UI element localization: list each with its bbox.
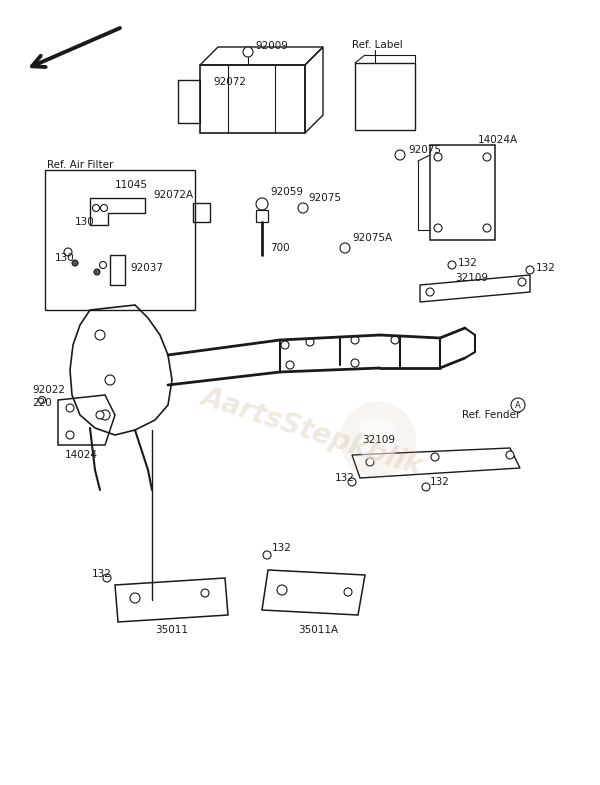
Text: Ref. Label: Ref. Label: [352, 40, 403, 50]
Circle shape: [95, 330, 105, 340]
Circle shape: [426, 288, 434, 296]
Circle shape: [243, 47, 253, 57]
Circle shape: [263, 551, 271, 559]
Circle shape: [351, 336, 359, 344]
Circle shape: [100, 410, 110, 420]
Circle shape: [256, 198, 268, 210]
Circle shape: [344, 588, 352, 596]
Text: A: A: [515, 400, 521, 410]
Text: 35011: 35011: [155, 625, 188, 635]
Text: 14024: 14024: [65, 450, 98, 460]
Text: 700: 700: [270, 243, 290, 253]
Text: 32109: 32109: [362, 435, 395, 445]
Text: 132: 132: [458, 258, 478, 268]
Circle shape: [96, 411, 104, 419]
Circle shape: [518, 278, 526, 286]
Text: Ref. Fender: Ref. Fender: [462, 410, 520, 420]
Circle shape: [366, 458, 374, 466]
Circle shape: [306, 338, 314, 346]
Text: 92072A: 92072A: [153, 190, 193, 200]
Text: 92022: 92022: [32, 385, 65, 395]
Circle shape: [201, 589, 209, 597]
Circle shape: [526, 266, 534, 274]
Circle shape: [130, 593, 140, 603]
Circle shape: [434, 224, 442, 232]
Circle shape: [72, 260, 78, 266]
Circle shape: [94, 269, 100, 275]
Circle shape: [286, 361, 294, 369]
Text: 132: 132: [272, 543, 292, 553]
Text: 92059: 92059: [270, 187, 303, 197]
Circle shape: [483, 153, 491, 161]
Text: 92075A: 92075A: [352, 233, 392, 243]
Circle shape: [448, 261, 456, 269]
Circle shape: [66, 404, 74, 412]
Text: AartsStepkblik: AartsStepkblik: [197, 382, 427, 481]
Text: 130: 130: [75, 217, 95, 227]
Circle shape: [351, 359, 359, 367]
Circle shape: [105, 375, 115, 385]
Circle shape: [511, 398, 525, 412]
Circle shape: [483, 224, 491, 232]
Circle shape: [103, 574, 111, 582]
Text: 11045: 11045: [115, 180, 148, 190]
Text: 132: 132: [335, 473, 355, 483]
Circle shape: [101, 205, 107, 211]
Circle shape: [340, 402, 416, 477]
Circle shape: [66, 431, 74, 439]
Circle shape: [281, 341, 289, 349]
Circle shape: [340, 243, 350, 253]
Circle shape: [431, 453, 439, 461]
Circle shape: [92, 205, 100, 211]
Text: 130: 130: [55, 253, 75, 263]
Text: 92072: 92072: [213, 77, 246, 87]
Text: 92037: 92037: [130, 263, 163, 273]
Circle shape: [422, 483, 430, 491]
Circle shape: [100, 261, 107, 268]
Text: Ref. Air Filter: Ref. Air Filter: [47, 160, 113, 170]
Text: 35011A: 35011A: [298, 625, 338, 635]
Circle shape: [277, 585, 287, 595]
Text: 92075: 92075: [308, 193, 341, 203]
Text: 220: 220: [32, 398, 52, 408]
Text: 32109: 32109: [455, 273, 488, 283]
Text: 132: 132: [92, 569, 112, 579]
Circle shape: [298, 203, 308, 213]
Circle shape: [64, 248, 72, 256]
Circle shape: [395, 150, 405, 160]
Circle shape: [348, 478, 356, 486]
Text: 132: 132: [430, 477, 450, 487]
Text: 14024A: 14024A: [478, 135, 518, 145]
Text: 92075: 92075: [408, 145, 441, 155]
Circle shape: [38, 396, 46, 403]
Circle shape: [391, 336, 399, 344]
Circle shape: [434, 153, 442, 161]
Circle shape: [356, 418, 400, 462]
Text: 92009: 92009: [255, 41, 288, 51]
Circle shape: [506, 451, 514, 459]
Text: 132: 132: [536, 263, 556, 273]
